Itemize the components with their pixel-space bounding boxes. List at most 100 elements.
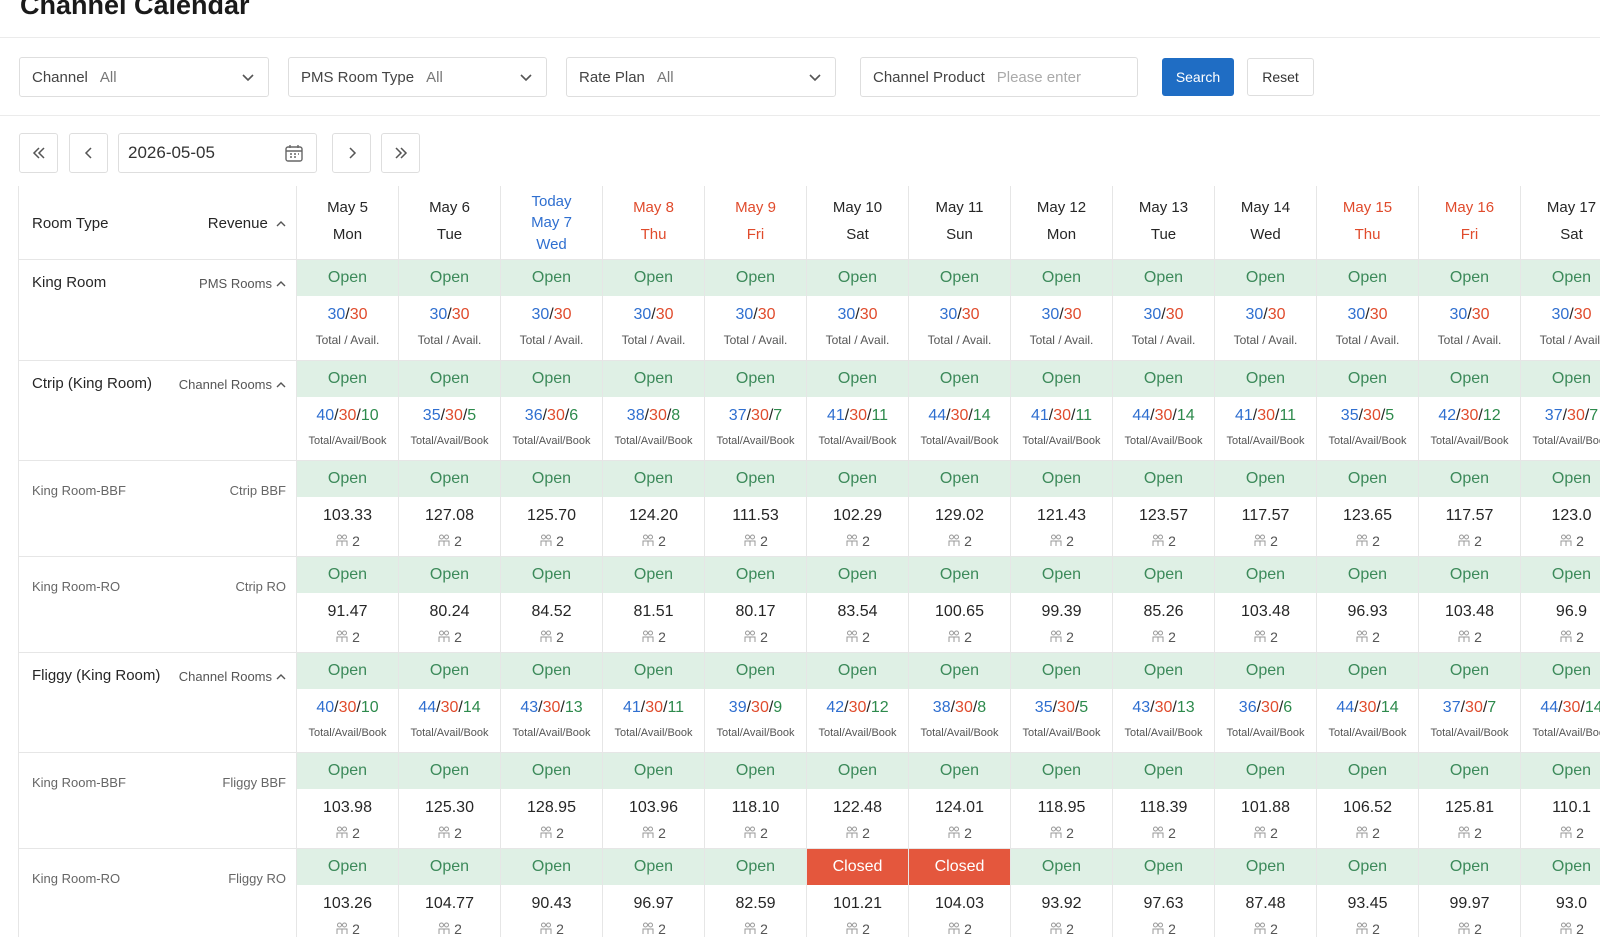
status-badge[interactable]: Open <box>297 361 398 397</box>
calendar-cell[interactable]: Open 91.47 2 <box>297 557 399 653</box>
calendar-cell[interactable]: Closed 101.21 2 <box>807 849 909 937</box>
status-badge[interactable]: Open <box>1113 849 1214 885</box>
revenue-header[interactable]: Revenue <box>208 215 286 232</box>
status-badge[interactable]: Open <box>1113 461 1214 497</box>
calendar-cell[interactable]: Open 42/30/12 Total/Avail/Book <box>807 653 909 753</box>
status-badge[interactable]: Open <box>1215 260 1316 296</box>
calendar-cell[interactable]: Open 117.57 2 <box>1215 461 1317 557</box>
status-badge[interactable]: Open <box>603 849 704 885</box>
calendar-cell[interactable]: Open 103.96 2 <box>603 753 705 849</box>
calendar-cell[interactable]: Open 35/30/5 Total/Avail/Book <box>399 361 501 461</box>
calendar-cell[interactable]: Open 124.01 2 <box>909 753 1011 849</box>
status-badge[interactable]: Open <box>1419 653 1520 689</box>
status-badge[interactable]: Open <box>1011 849 1112 885</box>
calendar-cell[interactable]: Open 30/30 Total / Avail. <box>399 260 501 361</box>
status-badge[interactable]: Open <box>1215 557 1316 593</box>
status-badge[interactable]: Open <box>1113 653 1214 689</box>
calendar-cell[interactable]: Open 41/30/11 Total/Avail/Book <box>807 361 909 461</box>
calendar-cell[interactable]: Open 93.45 2 <box>1317 849 1419 937</box>
calendar-cell[interactable]: Open 43/30/13 Total/Avail/Book <box>1113 653 1215 753</box>
status-badge[interactable]: Open <box>603 461 704 497</box>
calendar-cell[interactable]: Open 42/30/12 Total/Avail/Book <box>1419 361 1521 461</box>
calendar-cell[interactable]: Open 30/30 Total / Avail. <box>1011 260 1113 361</box>
status-badge[interactable]: Open <box>399 260 500 296</box>
calendar-cell[interactable]: Open 103.48 2 <box>1419 557 1521 653</box>
status-badge[interactable]: Open <box>1317 260 1418 296</box>
status-badge[interactable]: Open <box>501 849 602 885</box>
row-tag[interactable]: PMS Rooms <box>199 276 286 291</box>
status-badge[interactable]: Open <box>1419 260 1520 296</box>
status-badge[interactable]: Open <box>603 557 704 593</box>
calendar-cell[interactable]: Open 36/30/6 Total/Avail/Book <box>501 361 603 461</box>
calendar-cell[interactable]: Open 103.33 2 <box>297 461 399 557</box>
calendar-cell[interactable]: Open 103.48 2 <box>1215 557 1317 653</box>
status-badge[interactable]: Open <box>1317 653 1418 689</box>
status-badge[interactable]: Open <box>1011 260 1112 296</box>
calendar-cell[interactable]: Open 38/30/8 Total/Avail/Book <box>909 653 1011 753</box>
next-button[interactable] <box>332 133 371 173</box>
status-badge[interactable]: Open <box>501 260 602 296</box>
status-badge[interactable]: Open <box>399 557 500 593</box>
calendar-cell[interactable]: Open 96.93 2 <box>1317 557 1419 653</box>
row-tag[interactable]: Channel Rooms <box>179 377 286 392</box>
calendar-cell[interactable]: Open 30/30 Total / Avail. <box>1317 260 1419 361</box>
channel-filter[interactable]: Channel All <box>19 57 269 97</box>
status-badge[interactable]: Closed <box>807 849 908 885</box>
status-badge[interactable]: Open <box>603 260 704 296</box>
status-badge[interactable]: Open <box>1113 753 1214 789</box>
status-badge[interactable]: Open <box>909 461 1010 497</box>
status-badge[interactable]: Open <box>1317 557 1418 593</box>
status-badge[interactable]: Open <box>1215 361 1316 397</box>
first-page-button[interactable] <box>19 133 58 173</box>
calendar-cell[interactable]: Open 38/30/8 Total/Avail/Book <box>603 361 705 461</box>
calendar-cell[interactable]: Open 93.0 2 <box>1521 849 1600 937</box>
status-badge[interactable]: Open <box>705 361 806 397</box>
calendar-cell[interactable]: Closed 104.03 2 <box>909 849 1011 937</box>
search-button[interactable]: Search <box>1162 58 1234 96</box>
calendar-cell[interactable]: Open 97.63 2 <box>1113 849 1215 937</box>
status-badge[interactable]: Open <box>1317 753 1418 789</box>
status-badge[interactable]: Open <box>297 260 398 296</box>
status-badge[interactable]: Open <box>705 557 806 593</box>
status-badge[interactable]: Open <box>1521 653 1600 689</box>
calendar-cell[interactable]: Open 122.48 2 <box>807 753 909 849</box>
calendar-cell[interactable]: Open 93.92 2 <box>1011 849 1113 937</box>
status-badge[interactable]: Open <box>1521 361 1600 397</box>
calendar-cell[interactable]: Open 118.10 2 <box>705 753 807 849</box>
calendar-cell[interactable]: Open 30/30 Total / Avail. <box>603 260 705 361</box>
calendar-cell[interactable]: Open 30/30 Total / Avail. <box>1419 260 1521 361</box>
calendar-cell[interactable]: Open 117.57 2 <box>1419 461 1521 557</box>
calendar-cell[interactable]: Open 118.39 2 <box>1113 753 1215 849</box>
rate-plan-filter[interactable]: Rate Plan All <box>566 57 836 97</box>
status-badge[interactable]: Open <box>501 653 602 689</box>
calendar-cell[interactable]: Open 39/30/9 Total/Avail/Book <box>705 653 807 753</box>
calendar-cell[interactable]: Open 80.17 2 <box>705 557 807 653</box>
calendar-cell[interactable]: Open 30/30 Total / Avail. <box>297 260 399 361</box>
status-badge[interactable]: Open <box>1419 557 1520 593</box>
calendar-cell[interactable]: Open 35/30/5 Total/Avail/Book <box>1011 653 1113 753</box>
status-badge[interactable]: Open <box>603 361 704 397</box>
status-badge[interactable]: Open <box>1419 361 1520 397</box>
calendar-cell[interactable]: Open 99.39 2 <box>1011 557 1113 653</box>
status-badge[interactable]: Open <box>1215 753 1316 789</box>
status-badge[interactable]: Open <box>909 653 1010 689</box>
calendar-cell[interactable]: Open 30/30 Total / Avail. <box>807 260 909 361</box>
calendar-cell[interactable]: Open 124.20 2 <box>603 461 705 557</box>
calendar-cell[interactable]: Open 81.51 2 <box>603 557 705 653</box>
status-badge[interactable]: Open <box>1317 361 1418 397</box>
calendar-cell[interactable]: Open 103.98 2 <box>297 753 399 849</box>
calendar-cell[interactable]: Open 30/30 Total / Avail. <box>1215 260 1317 361</box>
prev-button[interactable] <box>69 133 108 173</box>
calendar-cell[interactable]: Open 125.81 2 <box>1419 753 1521 849</box>
status-badge[interactable]: Open <box>1215 849 1316 885</box>
calendar-cell[interactable]: Open 40/30/10 Total/Avail/Book <box>297 653 399 753</box>
status-badge[interactable]: Open <box>1419 461 1520 497</box>
calendar-cell[interactable]: Open 30/30 Total / Avail. <box>1521 260 1600 361</box>
status-badge[interactable]: Open <box>1011 361 1112 397</box>
status-badge[interactable]: Open <box>399 461 500 497</box>
